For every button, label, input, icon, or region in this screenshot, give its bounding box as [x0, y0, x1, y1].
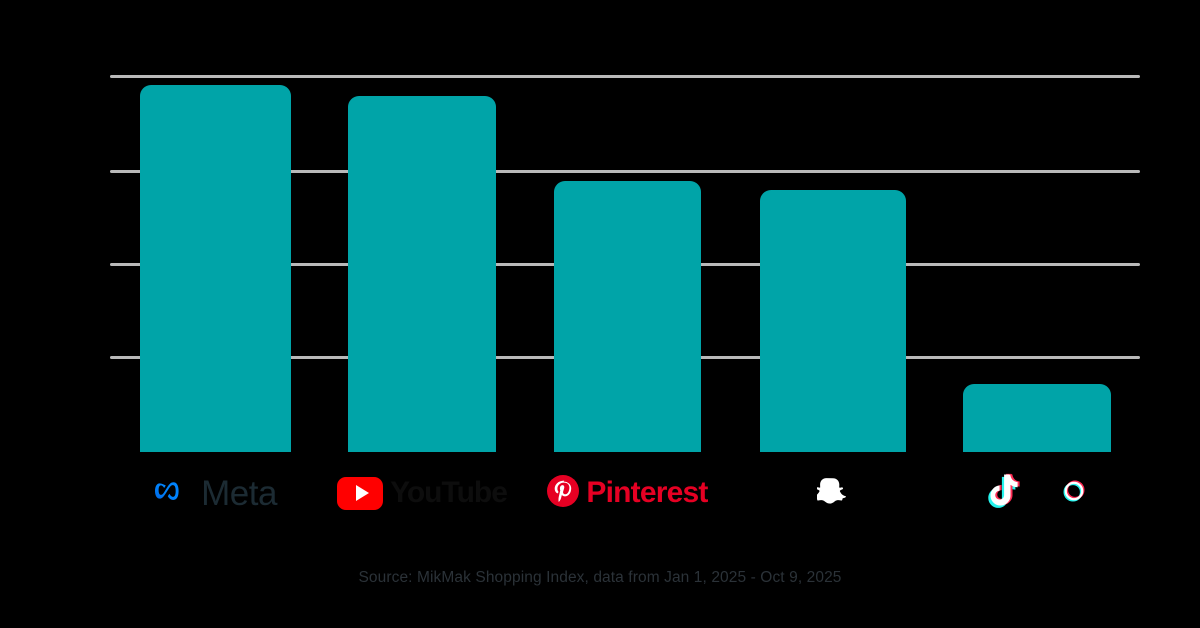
youtube-play-triangle [355, 485, 369, 501]
pinterest-wordmark: Pinterest [586, 476, 708, 509]
category-label-youtube: YouTube [337, 462, 508, 524]
meta-infinity-icon [154, 477, 194, 510]
bar-pinterest[interactable] [554, 181, 701, 452]
youtube-wordmark: YouTube [390, 476, 508, 509]
tiktok-note-icon [987, 472, 1021, 515]
category-axis-labels: Meta YouTube Pinterest [0, 462, 1200, 524]
meta-wordmark: Meta [201, 473, 277, 513]
bar-meta[interactable] [140, 85, 291, 452]
pinterest-p-icon [547, 474, 580, 512]
snapchat-ghost-icon [813, 475, 849, 512]
bar-youtube[interactable] [348, 96, 496, 452]
category-label-meta: Meta [140, 462, 291, 524]
tiktok-wordmark-o-icon [1061, 478, 1087, 509]
gridline-1 [110, 75, 1140, 78]
category-label-snapchat [760, 462, 906, 524]
category-label-tiktok [963, 462, 1111, 524]
gridline-2 [110, 170, 1140, 173]
category-label-pinterest: Pinterest [547, 462, 708, 524]
youtube-play-icon [337, 476, 384, 510]
bar-snapchat[interactable] [760, 190, 906, 452]
source-caption: Source: MikMak Shopping Index, data from… [358, 569, 842, 586]
bar-tiktok[interactable] [963, 384, 1111, 452]
